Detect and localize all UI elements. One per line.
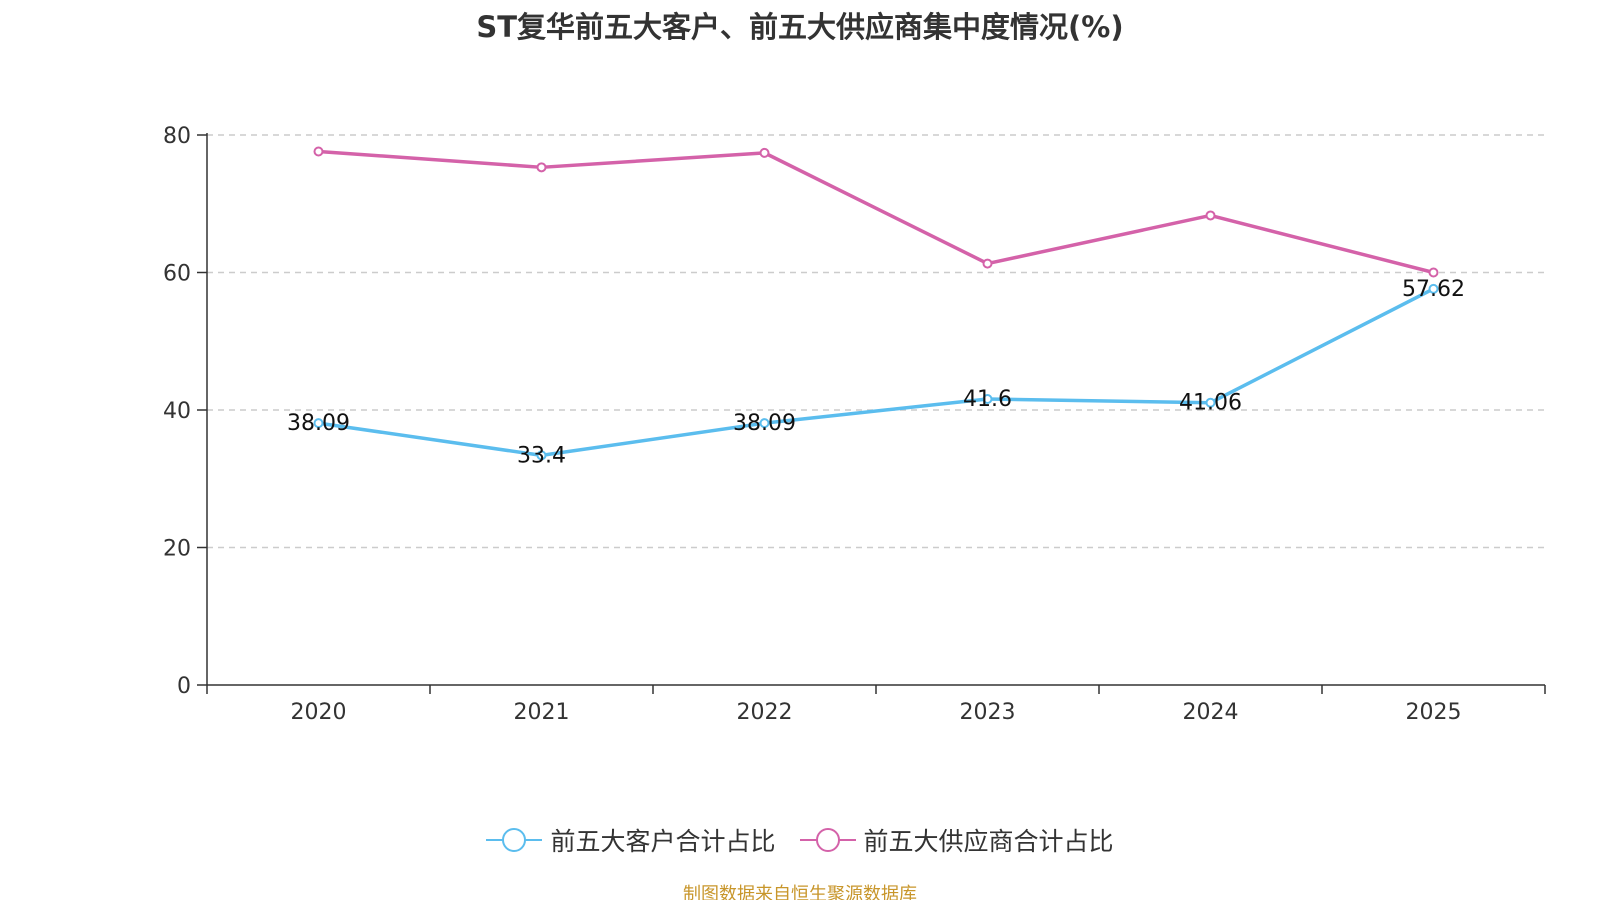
point-s1-2021	[536, 162, 547, 173]
point-s0-2025	[1428, 283, 1439, 294]
x-tick-label-2023: 2023	[960, 700, 1016, 725]
x-tick-label-2020: 2020	[291, 700, 347, 725]
legend-item-suppliers[interactable]: 前五大供应商合计占比	[799, 822, 1114, 858]
legend-item-customers[interactable]: 前五大客户合计占比	[486, 822, 776, 858]
legend-label-customers: 前五大客户合计占比	[550, 827, 776, 856]
legend-swatch-suppliers	[799, 826, 856, 854]
series-line-0	[318, 287, 1435, 458]
y-tick-label-0: 0	[177, 674, 191, 699]
point-s0-2022	[759, 418, 770, 429]
source-note: 制图数据来自恒生聚源数据库	[683, 884, 917, 900]
y-tick-label-80: 80	[163, 124, 191, 149]
legend-label-suppliers: 前五大供应商合计占比	[863, 827, 1114, 856]
y-tick-label-60: 60	[163, 262, 191, 287]
point-s1-2024	[1205, 210, 1216, 221]
point-s0-2024	[1205, 397, 1216, 408]
data-label-s0-2025: 57.62	[1402, 277, 1465, 302]
point-s1-2025	[1428, 267, 1439, 278]
point-s0-2023	[982, 394, 993, 404]
y-tick-label-20: 20	[163, 537, 191, 562]
point-s1-2023	[982, 258, 993, 269]
x-tick-label-2025: 2025	[1406, 700, 1462, 725]
point-s1-2020	[313, 146, 324, 157]
point-s1-2022	[759, 147, 770, 158]
x-tick-label-2021: 2021	[514, 700, 570, 725]
legend: 前五大客户合计占比 前五大供应商合计占比	[0, 822, 1600, 858]
chart-title: ST复华前五大客户、前五大供应商集中度情况(%)	[476, 10, 1124, 44]
point-s0-2020	[313, 418, 324, 429]
data-label-s0-2020: 38.09	[287, 411, 350, 436]
series-line-1	[318, 149, 1434, 275]
data-label-s0-2022: 38.09	[733, 411, 796, 436]
data-label-s0-2024: 41.06	[1179, 391, 1242, 416]
x-tick-label-2022: 2022	[737, 700, 793, 725]
data-label-s0-2023: 41.6	[963, 387, 1012, 412]
x-tick-label-2024: 2024	[1183, 700, 1239, 725]
point-s0-2021	[536, 450, 547, 461]
y-tick-label-40: 40	[163, 399, 191, 424]
data-label-s0-2021: 33.4	[517, 443, 566, 468]
legend-swatch-customers	[486, 826, 543, 854]
